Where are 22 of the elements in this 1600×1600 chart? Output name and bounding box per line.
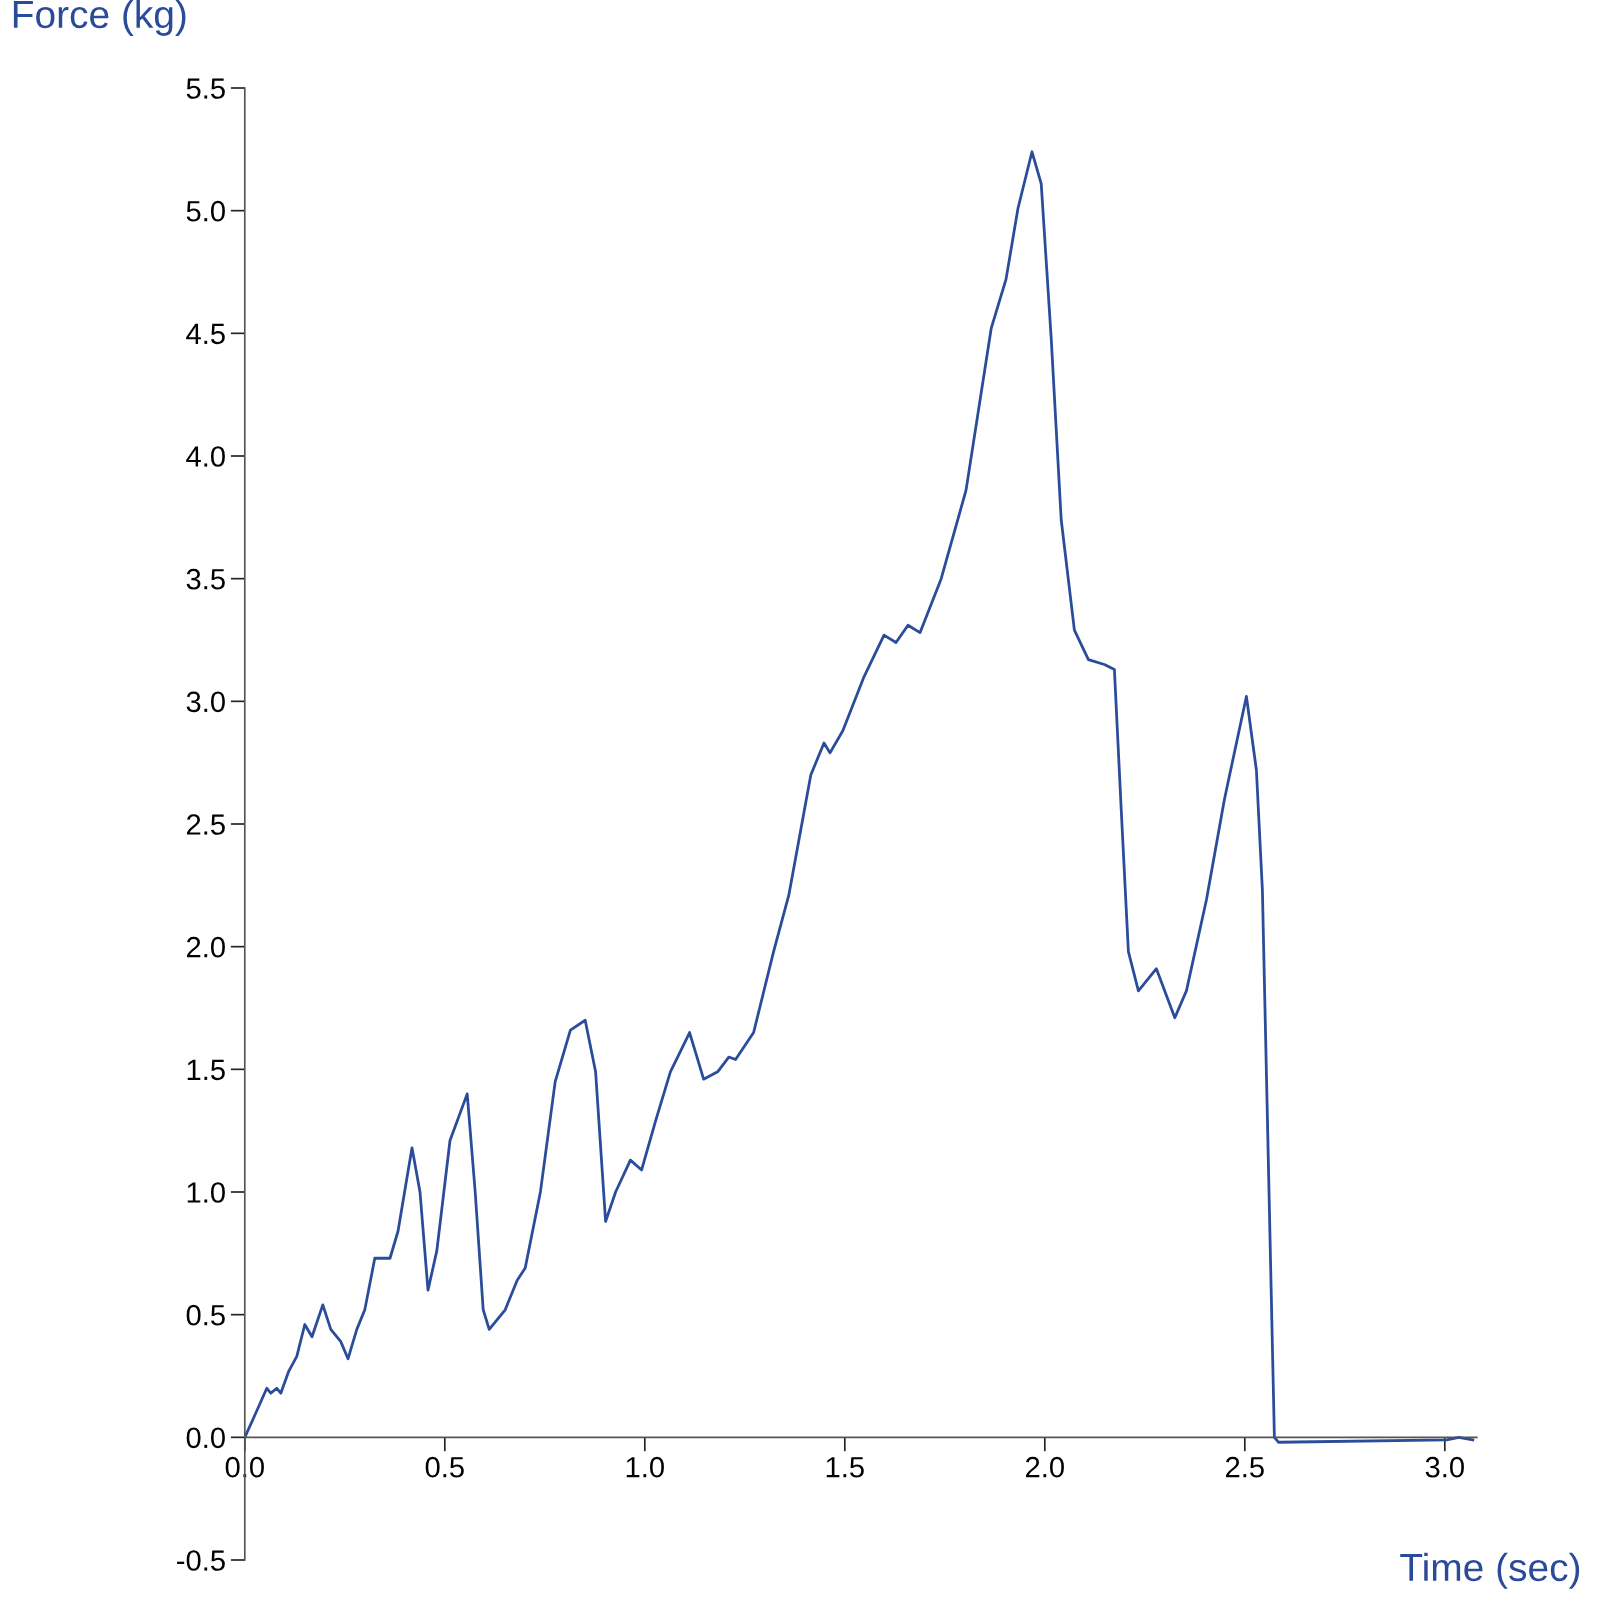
y-tick-label: 2.0 <box>186 936 225 958</box>
x-tick-label: 3.0 <box>1425 1456 1464 1478</box>
y-tick-label: 1.5 <box>187 1059 225 1081</box>
y-tick-label: 1.0 <box>187 1182 225 1203</box>
line-series <box>244 150 1475 1444</box>
y-tick-label: 5.0 <box>186 200 225 222</box>
y-tick-label: 3.0 <box>186 691 225 713</box>
x-tick-label: 1.5 <box>826 1457 864 1478</box>
y-tick-label: 3.5 <box>186 568 225 590</box>
y-tick-label: 2.5 <box>186 814 225 835</box>
y-tick-label: 0.5 <box>186 1304 225 1326</box>
y-tick-label: 5.5 <box>186 78 225 99</box>
x-tick-label: 2.0 <box>1026 1456 1064 1478</box>
y-tick-label: 0.0 <box>186 1427 225 1449</box>
x-tick-label: 2.5 <box>1226 1456 1264 1478</box>
y-axis-title: Force (kg) <box>13 0 186 36</box>
y-tick-label: -0.5 <box>177 1550 225 1571</box>
x-axis-title: Time (sec) <box>1400 1552 1580 1589</box>
y-tick-label: 4.0 <box>186 446 225 467</box>
x-tick-label: 1.0 <box>626 1456 664 1478</box>
x-tick-label: 0.5 <box>425 1456 464 1478</box>
y-tick-label: 4.5 <box>186 323 225 345</box>
